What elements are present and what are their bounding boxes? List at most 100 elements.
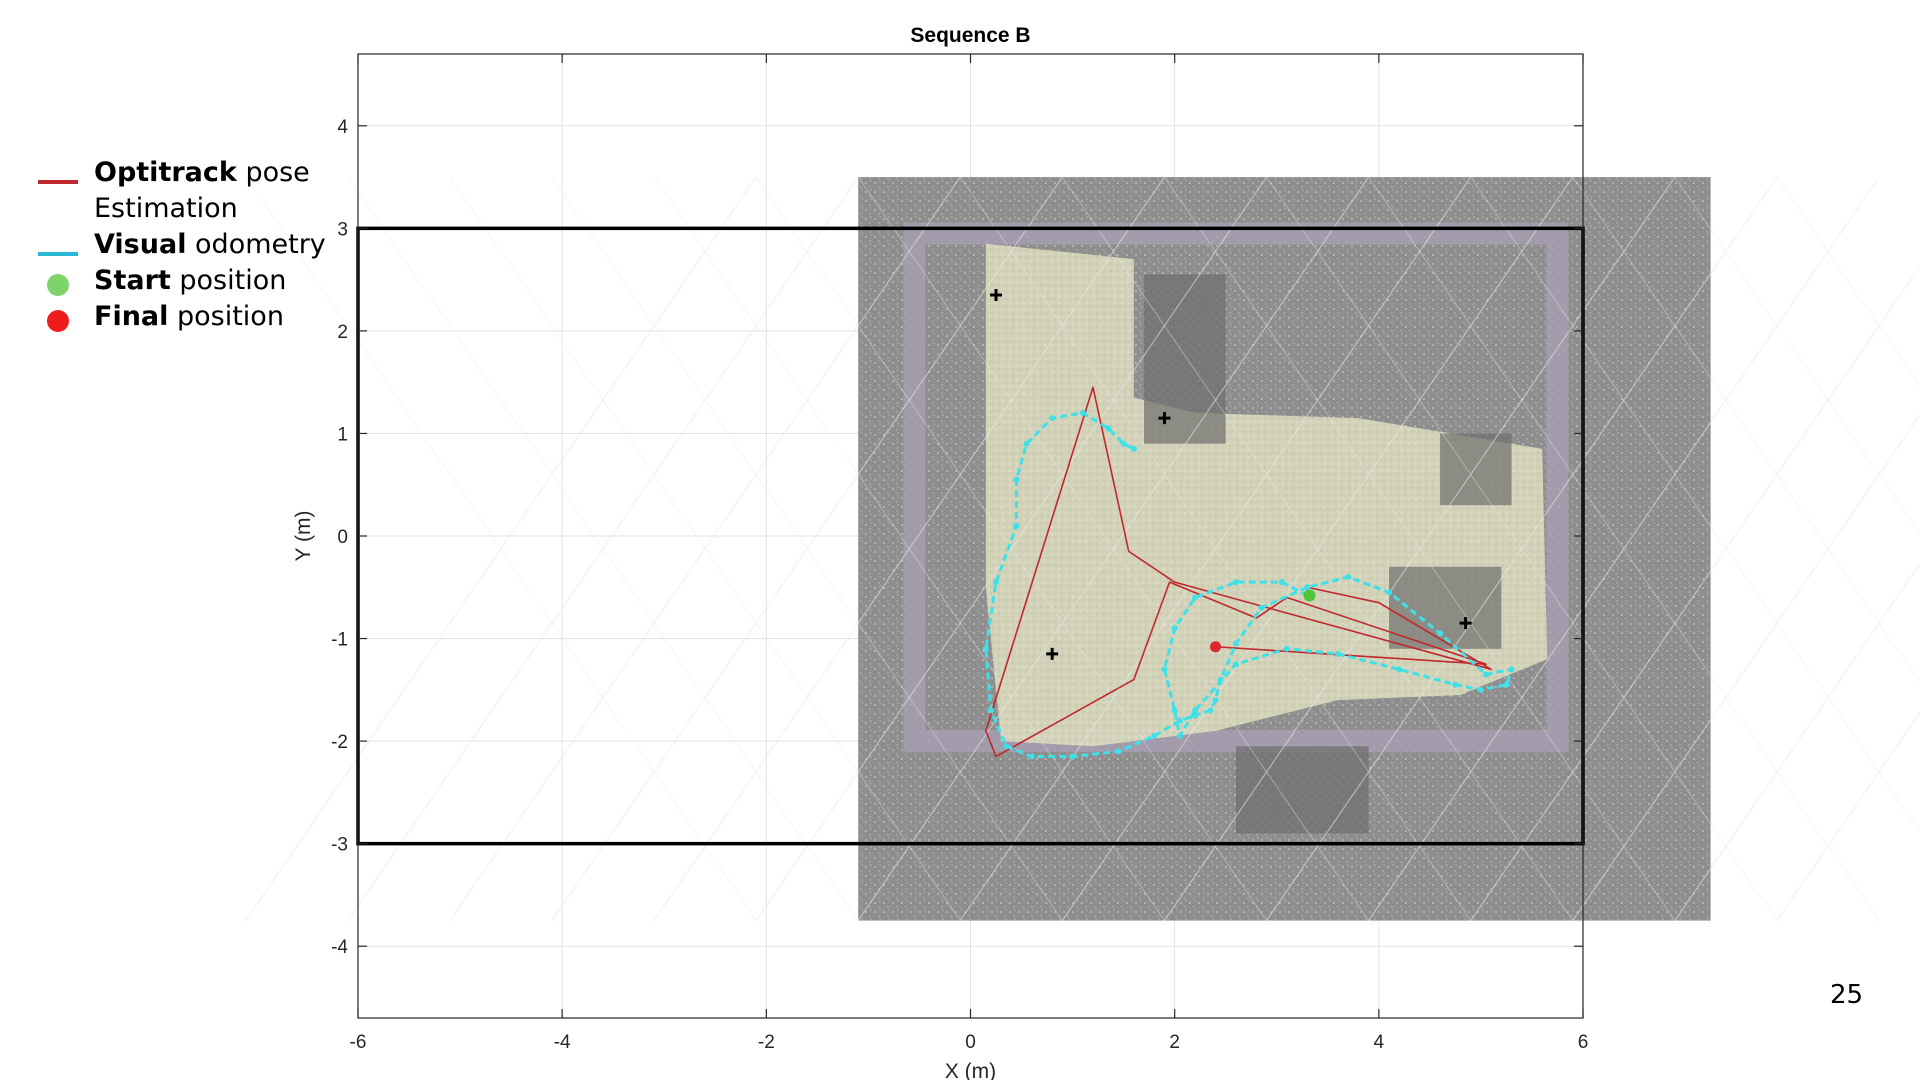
visual-odometry-point: [1283, 645, 1290, 652]
visual-odometry-point: [1192, 712, 1199, 719]
background-point-cloud-map: [245, 176, 1920, 921]
visual-odometry-point: [1151, 732, 1158, 739]
visual-odometry-point: [1049, 415, 1056, 422]
legend-item-optitrack: Optitrack pose: [38, 155, 338, 191]
legend-item-optitrack-continuation: Estimation: [38, 191, 338, 227]
y-axis-label: Y (m): [292, 511, 315, 562]
map-shadow-region: [1235, 746, 1369, 834]
visual-odometry-point: [1345, 574, 1352, 581]
x-tick-label: -4: [554, 1032, 571, 1053]
map-grid-line: [551, 176, 1063, 921]
legend-green-dot-marker: [47, 274, 69, 296]
visual-odometry-point: [1171, 707, 1178, 714]
chart-title: Sequence B: [910, 24, 1030, 47]
legend-label-rest: pose: [236, 157, 310, 188]
visual-odometry-point: [1115, 748, 1122, 755]
legend-cyan-line-marker: [38, 252, 78, 256]
map-grid-line: [1572, 176, 1920, 684]
visual-odometry-point: [1023, 440, 1030, 447]
map-grid-line: [245, 176, 757, 921]
legend-label-bold: Optitrack: [94, 157, 237, 188]
map-grid-line: [1266, 176, 1778, 921]
map-grid-line: [755, 176, 1268, 921]
final-position-marker: [1210, 641, 1221, 653]
page-number: 25: [1830, 980, 1864, 1010]
legend-red-dot-marker: [47, 310, 69, 332]
map-grid-line: [653, 176, 1165, 921]
visual-odometry-point: [1028, 753, 1035, 760]
map-grid-line: [1163, 176, 1676, 921]
visual-odometry-point: [982, 645, 989, 652]
visual-odometry-point: [1477, 686, 1484, 693]
visual-odometry-point: [1192, 707, 1199, 714]
legend-item-final-position: Final position: [38, 299, 338, 335]
map-grid-line: [1163, 176, 1676, 921]
map-grid-line: [1572, 413, 1920, 921]
start-position-marker: [1303, 589, 1316, 602]
trajectories: [982, 386, 1515, 760]
map-grid-line: [449, 176, 961, 921]
x-tick-label: -6: [350, 1032, 367, 1053]
map-wall-outline: [903, 222, 1569, 753]
visual-odometry-point: [1212, 697, 1219, 704]
visual-odometry-point: [1258, 604, 1265, 611]
visual-odometry-point: [1192, 594, 1199, 601]
legend-label-rest: position: [168, 301, 284, 332]
map-grid-line: [857, 176, 1370, 921]
y-tick-label: 3: [337, 219, 348, 240]
visual-odometry-point: [1079, 409, 1086, 416]
landmark-marker: [990, 289, 1003, 301]
legend-label-bold: Visual: [94, 229, 187, 260]
legend-label-rest: odometry: [186, 229, 326, 260]
visual-odometry-point: [1161, 666, 1168, 673]
legend-label-bold: Final: [94, 301, 169, 332]
y-tick-label: -1: [331, 630, 348, 651]
y-tick-label: 1: [337, 424, 348, 445]
map-grid-line: [959, 176, 1472, 921]
map-grid-line: [1061, 176, 1574, 921]
visual-odometry-point: [1217, 676, 1224, 683]
visual-odometry-point: [1176, 732, 1183, 739]
map-grid-line: [1776, 711, 1920, 921]
visual-odometry-point: [1003, 743, 1010, 750]
map-grid-line: [449, 176, 961, 921]
landmark-marker: [1046, 647, 1059, 660]
series-line-optitrack: [985, 386, 1492, 758]
map-grid-line: [857, 176, 1370, 921]
y-tick-label: -4: [331, 937, 348, 958]
y-tick-label: -3: [331, 835, 348, 856]
map-grid-line: [1470, 176, 1920, 833]
axes: -6 -4 -2 0 2 4 6 -4 -3 -2 -1 0 1 2 3 4: [331, 53, 1589, 1053]
visual-odometry-point: [1013, 476, 1020, 483]
legend-label-bold: Start: [94, 265, 171, 296]
visual-odometry-point: [1483, 671, 1490, 678]
y-tick-label: 4: [337, 117, 348, 138]
visual-odometry-point: [1278, 579, 1285, 586]
visual-odometry-point: [1207, 707, 1214, 714]
visual-odometry-point: [987, 707, 994, 714]
map-grid-line: [959, 176, 1472, 921]
visual-odometry-point: [1503, 681, 1510, 688]
visual-odometry-point: [993, 579, 1000, 586]
visual-odometry-point: [1120, 440, 1127, 447]
x-tick-label: 4: [1374, 1032, 1385, 1053]
y-tick-label: -2: [331, 732, 348, 753]
map-grid-line: [1368, 176, 1880, 921]
visual-odometry-point: [1335, 650, 1341, 657]
map-grid-line: [551, 176, 1063, 921]
x-tick-label: 6: [1578, 1032, 1589, 1053]
map-grid-line: [1674, 176, 1920, 536]
visual-odometry-point: [1069, 753, 1076, 760]
visual-odometry-point: [1232, 640, 1239, 647]
map-grid-line: [1776, 176, 1920, 387]
map-shadow-region: [1389, 566, 1502, 649]
x-axis-label: X (m): [945, 1060, 996, 1080]
y-tick-label: 0: [337, 527, 348, 548]
map-grid-line: [653, 176, 1165, 921]
legend-item-start-position: Start position: [38, 263, 338, 299]
visual-odometry-point: [1130, 445, 1137, 452]
visual-odometry-point: [1386, 589, 1393, 596]
legend: Optitrack pose Estimation Visual odometr…: [38, 155, 338, 335]
map-grid-line: [245, 176, 757, 921]
map-shadow-region: [1440, 433, 1512, 506]
